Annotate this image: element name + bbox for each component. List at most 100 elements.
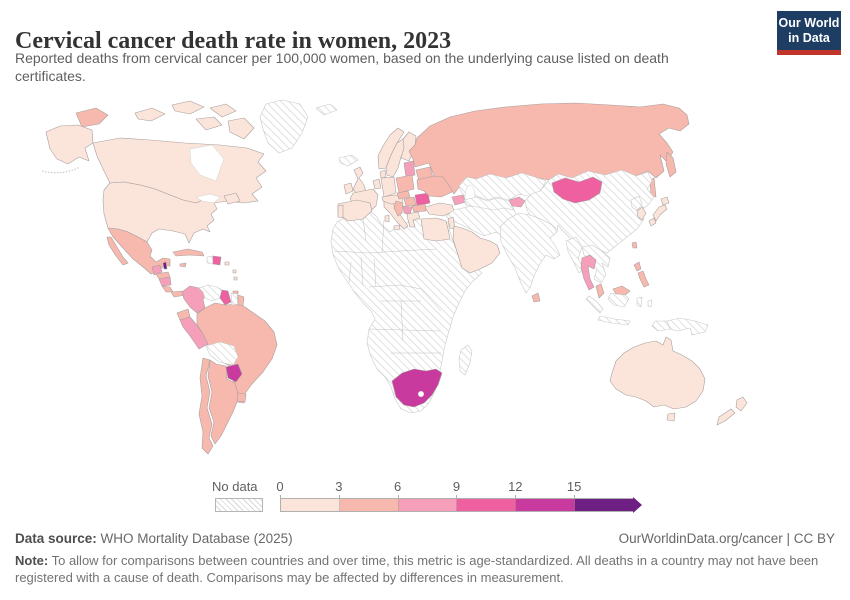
legend-tick-label: 6	[394, 479, 402, 494]
country-uruguay[interactable]	[236, 392, 247, 403]
country-papua-new-guinea[interactable]	[666, 317, 709, 336]
country-greenland[interactable]	[259, 99, 309, 154]
country-west-papua[interactable]	[651, 320, 671, 332]
country-kyrgyzstan[interactable]	[508, 196, 526, 208]
country-czechia[interactable]	[396, 190, 411, 200]
country-norway[interactable]	[377, 127, 405, 170]
chart-subtitle: Reported deaths from cervical cancer per…	[15, 50, 669, 84]
note-label: Note:	[15, 553, 49, 568]
country-south-korea[interactable]	[636, 206, 647, 221]
country-south-asia[interactable]	[499, 212, 561, 294]
country-java[interactable]	[597, 315, 631, 326]
legend-no-data-swatch[interactable]	[215, 498, 263, 512]
country-haiti[interactable]	[206, 255, 214, 265]
country-mexico[interactable]	[107, 227, 171, 275]
country-russia-chukotka-wrap[interactable]	[75, 107, 109, 128]
country-usa-alaska[interactable]	[45, 124, 94, 165]
country-argentina[interactable]	[207, 359, 246, 445]
country-japan-kyushu[interactable]	[648, 217, 657, 227]
country-svalbard[interactable]	[315, 103, 338, 116]
country-canada-newfoundland[interactable]	[223, 192, 241, 205]
country-mongolia[interactable]	[551, 176, 603, 204]
country-ireland[interactable]	[343, 182, 354, 195]
country-balkans-west[interactable]	[393, 200, 404, 217]
note-text: To allow for comparisons between countri…	[15, 553, 819, 586]
legend-segment-12-15[interactable]	[516, 499, 576, 511]
country-philippines-south[interactable]	[637, 270, 650, 288]
country-taiwan[interactable]	[631, 241, 638, 249]
country-cuba[interactable]	[172, 248, 205, 257]
country-sicily[interactable]	[393, 224, 401, 231]
legend-tick-label: 0	[276, 479, 284, 494]
country-arabian-peninsula[interactable]	[452, 225, 501, 274]
country-belize[interactable]	[162, 261, 168, 270]
country-borneo-indonesia[interactable]	[607, 292, 630, 308]
country-tasmania[interactable]	[666, 412, 676, 422]
legend-color-bar[interactable]	[280, 498, 633, 512]
country-peru[interactable]	[179, 316, 209, 350]
country-new-zealand-north[interactable]	[735, 396, 748, 412]
owid-logo-line2: in Data	[788, 30, 830, 45]
legend-segment-15+[interactable]	[575, 499, 633, 511]
country-united-kingdom[interactable]	[352, 166, 367, 196]
legend-tick-label: 15	[566, 479, 582, 494]
country-russia-kamchatka[interactable]	[665, 151, 677, 178]
country-dominican-republic[interactable]	[212, 255, 222, 266]
country-australia[interactable]	[609, 336, 706, 410]
country-guyana[interactable]	[219, 289, 232, 306]
country-germany[interactable]	[380, 176, 397, 198]
country-north-korea[interactable]	[630, 195, 643, 212]
country-bolivia[interactable]	[205, 341, 239, 366]
legend-segment-0-3[interactable]	[281, 499, 340, 511]
credit-link[interactable]: OurWorldinData.org/cancer | CC BY	[618, 531, 835, 546]
hudson-bay	[189, 144, 225, 182]
country-costa-rica[interactable]	[161, 285, 174, 293]
country-denmark[interactable]	[379, 169, 387, 179]
country-borneo-malaysia[interactable]	[612, 285, 631, 296]
africa-internal-borders	[333, 211, 442, 354]
country-russia-sakhalin[interactable]	[649, 177, 657, 198]
country-sumatra[interactable]	[585, 295, 604, 314]
country-jamaica[interactable]	[179, 262, 187, 268]
country-poland[interactable]	[395, 174, 415, 194]
country-baltic-states[interactable]	[403, 160, 416, 178]
country-french-guiana[interactable]	[237, 294, 245, 307]
great-lakes	[195, 193, 221, 204]
country-malaysia-peninsula[interactable]	[595, 283, 605, 299]
country-lesser-antilles[interactable]	[232, 269, 238, 281]
note: Note: To allow for comparisons between c…	[15, 552, 835, 586]
country-madagascar[interactable]	[458, 344, 473, 376]
country-nicaragua[interactable]	[158, 276, 172, 287]
country-bulgaria[interactable]	[411, 203, 427, 213]
country-philippines-luzon[interactable]	[633, 261, 642, 272]
country-mexico-baja[interactable]	[106, 236, 129, 266]
country-puerto-rico[interactable]	[224, 261, 230, 266]
country-thailand[interactable]	[580, 254, 597, 291]
legend-segment-6-9[interactable]	[398, 499, 458, 511]
owid-logo[interactable]: Our World in Data	[777, 11, 841, 55]
country-guatemala[interactable]	[151, 264, 163, 276]
canadian-arctic-islands[interactable]	[134, 100, 255, 140]
country-moluccas[interactable]	[647, 299, 653, 308]
country-sri-lanka[interactable]	[531, 292, 541, 303]
country-sulawesi[interactable]	[636, 296, 643, 308]
country-romania[interactable]	[414, 192, 431, 207]
country-portugal[interactable]	[337, 204, 344, 219]
country-new-zealand-south[interactable]	[716, 408, 736, 426]
country-colombia[interactable]	[181, 285, 207, 314]
legend-segment-9-12[interactable]	[457, 499, 517, 511]
country-egypt[interactable]	[420, 217, 451, 242]
country-japan-hokkaido[interactable]	[660, 196, 670, 206]
country-hungary-slovakia[interactable]	[403, 196, 417, 207]
legend-segment-3-6[interactable]	[339, 499, 399, 511]
country-suriname[interactable]	[230, 292, 239, 306]
country-paraguay[interactable]	[225, 363, 243, 383]
country-japan-honshu[interactable]	[652, 204, 668, 222]
source-line: Data source: WHO Mortality Database (202…	[15, 531, 293, 546]
country-iceland[interactable]	[338, 154, 359, 167]
country-south-africa[interactable]	[391, 368, 443, 408]
country-greece[interactable]	[406, 211, 421, 228]
country-benelux[interactable]	[372, 178, 382, 190]
country-chile[interactable]	[198, 357, 214, 455]
country-sardinia[interactable]	[384, 214, 390, 223]
